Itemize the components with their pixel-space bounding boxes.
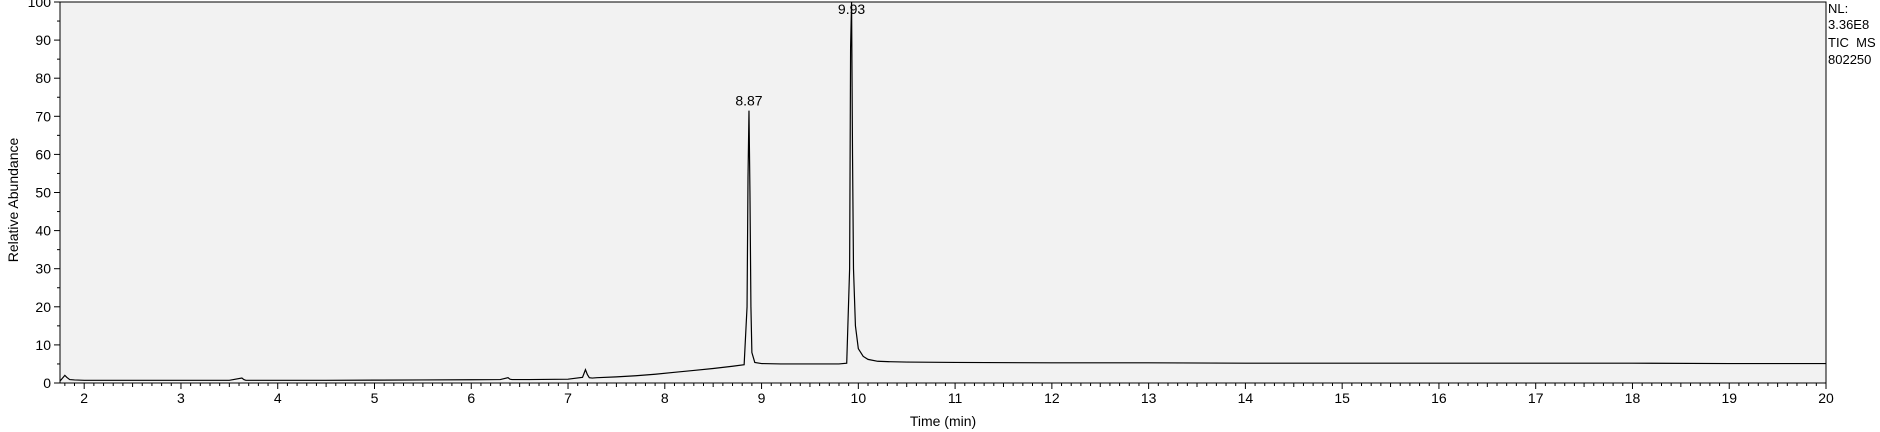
x-tick-label: 11 [948, 390, 963, 406]
y-tick-label: 40 [35, 223, 51, 239]
x-tick-label: 10 [851, 390, 867, 406]
x-tick-label: 15 [1334, 390, 1350, 406]
peak-label: 9.93 [838, 1, 865, 17]
x-tick-label: 14 [1238, 390, 1254, 406]
x-tick-label: 13 [1141, 390, 1157, 406]
x-tick-label: 8 [661, 390, 669, 406]
y-axis-title: Relative Abundance [5, 138, 21, 263]
x-tick-label: 16 [1431, 390, 1447, 406]
x-axis-ticks: 2 3 4 5 6 7 8 9 10 11 12 13 14 15 16 17 18 19 20 [64, 383, 1834, 406]
y-axis-ticks: 0 10 20 30 40 50 60 70 80 90 100 [28, 0, 60, 391]
plot-area [59, 1, 1827, 384]
x-tick-label: 18 [1625, 390, 1641, 406]
y-tick-label: 50 [35, 185, 51, 201]
info-line-file-id: 802250 [1828, 52, 1871, 67]
x-tick-label: 12 [1044, 390, 1060, 406]
y-tick-label: 0 [43, 375, 51, 391]
y-tick-label: 20 [35, 299, 51, 315]
x-tick-label: 5 [371, 390, 379, 406]
y-tick-label: 10 [35, 337, 51, 353]
x-tick-label: 3 [177, 390, 185, 406]
info-line-scan-type: TIC MS [1828, 35, 1876, 50]
x-tick-label: 19 [1721, 390, 1737, 406]
y-tick-label: 60 [35, 146, 51, 162]
x-tick-label: 9 [758, 390, 766, 406]
y-tick-label: 30 [35, 261, 51, 277]
x-tick-label: 20 [1818, 390, 1834, 406]
y-tick-label: 80 [35, 70, 51, 86]
peak-label: 8.87 [735, 93, 762, 109]
y-tick-label: 70 [35, 108, 51, 124]
y-tick-label: 100 [28, 0, 52, 10]
x-tick-label: 2 [80, 390, 88, 406]
x-tick-label: 6 [467, 390, 475, 406]
x-tick-label: 7 [564, 390, 572, 406]
x-axis-title: Time (min) [910, 413, 976, 429]
tic-trace-line [59, 1, 1826, 382]
y-tick-label: 90 [35, 32, 51, 48]
info-line-nl-value: 3.36E8 [1828, 17, 1869, 32]
x-tick-label: 17 [1528, 390, 1544, 406]
x-tick-label: 4 [274, 390, 282, 406]
peak-labels: 8.87 9.93 [735, 1, 865, 109]
info-line-nl: NL: [1828, 1, 1848, 16]
